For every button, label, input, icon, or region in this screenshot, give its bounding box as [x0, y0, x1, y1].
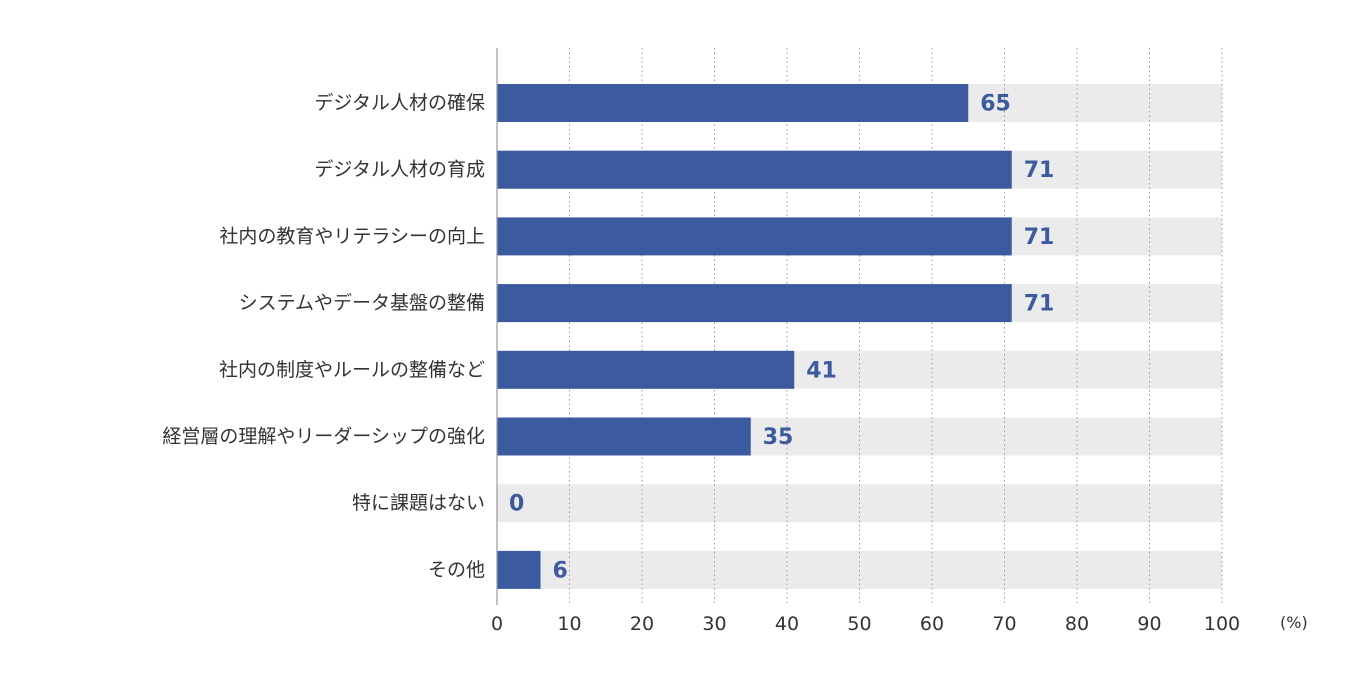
bar [497, 284, 1012, 323]
x-tick-label: 30 [702, 613, 726, 635]
bars [497, 84, 1012, 589]
x-tick-label: 10 [557, 613, 581, 635]
category-label: その他 [428, 559, 485, 581]
data-labels: 65 71 71 71 41 35 0 6 [509, 92, 1054, 584]
bar [497, 84, 969, 122]
x-tick-label: 60 [920, 613, 944, 635]
data-label: 6 [553, 558, 568, 583]
bar [497, 417, 751, 456]
category-label: デジタル人材の確保 [314, 92, 485, 114]
category-label: システムやデータ基盤の整備 [239, 292, 485, 314]
data-label: 71 [1024, 225, 1055, 250]
x-tick-label: 80 [1065, 613, 1089, 635]
category-label: デジタル人材の育成 [314, 159, 485, 181]
data-label: 41 [806, 358, 837, 383]
unit-label: (%) [1280, 613, 1308, 632]
data-label: 71 [1024, 292, 1055, 317]
x-tick-label: 20 [630, 613, 654, 635]
gridlines [569, 48, 1223, 605]
x-tick-label: 100 [1204, 613, 1240, 635]
bar [497, 150, 1012, 189]
data-label: 65 [980, 92, 1011, 117]
x-tick-label: 90 [1137, 613, 1161, 635]
category-label: 社内の教育やリテラシーの向上 [219, 225, 485, 247]
data-label: 0 [509, 492, 524, 517]
category-labels: デジタル人材の確保デジタル人材の育成社内の教育やリテラシーの向上システムやデータ… [162, 92, 485, 581]
x-tick-label: 50 [847, 613, 871, 635]
bar [497, 350, 795, 389]
data-label: 71 [1024, 158, 1055, 183]
x-tick-label: 0 [491, 613, 503, 635]
x-tick-label: 70 [992, 613, 1016, 635]
category-label: 経営層の理解やリーダーシップの強化 [162, 426, 485, 448]
category-label: 特に課題はない [352, 492, 485, 514]
x-tick-labels: 0 10 20 30 40 50 60 70 80 90 100 [491, 613, 1240, 635]
category-label: 社内の制度やルールの整備など [219, 359, 485, 381]
x-tick-label: 40 [775, 613, 799, 635]
data-label: 35 [763, 425, 794, 450]
bar [497, 217, 1012, 256]
bar [497, 550, 541, 589]
